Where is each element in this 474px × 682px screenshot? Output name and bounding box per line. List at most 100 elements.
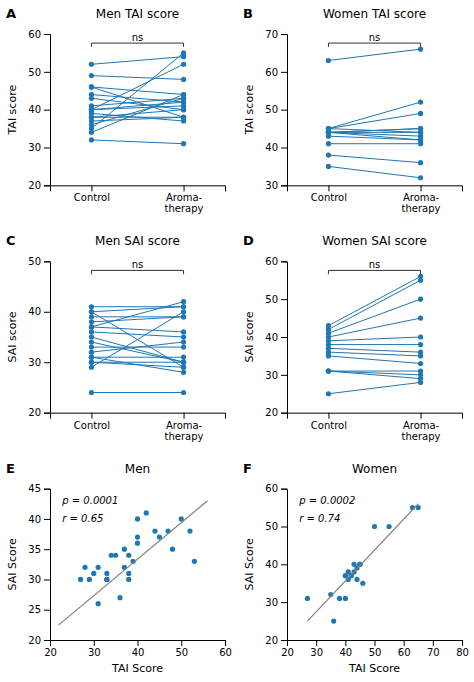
point xyxy=(418,297,423,302)
annotation: ns xyxy=(132,259,144,270)
tick-label: 35 xyxy=(28,544,41,555)
tick-mark xyxy=(44,34,50,35)
tick-mark xyxy=(44,519,50,520)
point xyxy=(87,577,92,582)
tick-label: 50 xyxy=(265,521,278,532)
x-axis: Control Aroma-therapy xyxy=(51,185,226,214)
panel: 20304050ControlAroma-therapySAI scoreMen… xyxy=(6,233,226,441)
pair-line xyxy=(328,132,420,136)
pair-line xyxy=(91,347,183,348)
tick-label: 20 xyxy=(28,180,41,191)
point xyxy=(181,304,186,309)
tick-label: 40 xyxy=(265,142,278,153)
y-axis-title: SAI Score xyxy=(243,538,256,590)
y-tick: 20 xyxy=(265,407,287,418)
tick-mark xyxy=(44,185,50,186)
point xyxy=(89,390,94,395)
y-axis: 3040506070 xyxy=(265,29,287,191)
tick-label: Aroma-therapy xyxy=(165,192,204,214)
point xyxy=(181,92,186,97)
tick-label-line: Aroma- xyxy=(403,192,440,203)
point xyxy=(89,344,94,349)
x-axis: 2030405060 xyxy=(44,640,232,658)
tick-label: 50 xyxy=(265,294,278,305)
tick-label: 80 xyxy=(456,647,469,658)
point xyxy=(354,577,359,582)
point xyxy=(89,355,94,360)
annotation: p = 0.0002 xyxy=(298,495,355,506)
tick-mark xyxy=(433,640,434,646)
y-axis: 2030405060 xyxy=(265,256,287,418)
point xyxy=(181,314,186,319)
tick-label: 30 xyxy=(28,357,41,368)
point xyxy=(326,126,331,131)
tick-mark xyxy=(44,579,50,580)
pair-line xyxy=(328,371,420,379)
y-tick: 40 xyxy=(28,514,50,525)
point xyxy=(91,571,96,576)
tick-label: Control xyxy=(74,420,110,431)
point xyxy=(326,368,331,373)
x-axis-title: TAI Score xyxy=(111,662,163,675)
x-tick: 30 xyxy=(310,640,323,658)
x-tick: 50 xyxy=(369,640,382,658)
pair-line xyxy=(328,49,420,60)
tick-mark xyxy=(44,72,50,73)
point xyxy=(418,130,423,135)
y-tick: 60 xyxy=(265,256,287,267)
tick-label: 40 xyxy=(339,647,352,658)
point xyxy=(89,355,94,360)
tick-label: 20 xyxy=(28,635,41,646)
annotation: p = 0.0001 xyxy=(61,495,118,506)
x-tick: Control xyxy=(311,185,347,203)
tick-label: 70 xyxy=(427,647,440,658)
y-axis: 202530354045 xyxy=(28,483,50,645)
pair-line xyxy=(91,110,183,118)
tick-label: Control xyxy=(311,192,347,203)
x-tick: Control xyxy=(311,413,347,431)
tick-mark xyxy=(184,413,185,419)
figure: 2030405060ControlAroma-therapyTAI scoreM… xyxy=(0,0,474,682)
point xyxy=(326,126,331,131)
x-axis-title: TAI Score xyxy=(348,662,400,675)
tick-mark xyxy=(225,640,226,646)
point xyxy=(326,368,331,373)
x-axis: ControlAroma-therapy xyxy=(288,413,463,442)
pair-line xyxy=(328,155,420,163)
pair-line xyxy=(91,102,183,110)
tick-label: 20 xyxy=(44,647,57,658)
y-tick: 40 xyxy=(265,142,287,153)
point xyxy=(181,344,186,349)
point xyxy=(386,524,391,529)
tick-label: 30 xyxy=(265,180,278,191)
tick-mark xyxy=(44,148,50,149)
point xyxy=(418,350,423,355)
point xyxy=(89,84,94,89)
point xyxy=(89,304,94,309)
y-tick: 30 xyxy=(265,370,287,381)
panel-label: C xyxy=(6,233,16,248)
annotation: r = 0.74 xyxy=(299,513,340,524)
pair-line xyxy=(328,276,420,325)
bracket-line xyxy=(328,43,420,47)
tick-label: Control xyxy=(74,192,110,203)
tick-mark xyxy=(94,640,95,646)
tick-mark xyxy=(281,602,287,603)
point xyxy=(181,329,186,334)
pair-line xyxy=(91,392,183,393)
tick-label: 40 xyxy=(28,306,41,317)
point xyxy=(181,100,186,105)
point xyxy=(181,360,186,365)
title: Men SAI score xyxy=(95,234,180,248)
point xyxy=(104,577,109,582)
pair-line xyxy=(328,352,420,356)
pair-line xyxy=(328,356,420,364)
point xyxy=(89,350,94,355)
point xyxy=(181,115,186,120)
tick-label: 20 xyxy=(265,635,278,646)
y-tick: 40 xyxy=(28,306,50,317)
point xyxy=(89,324,94,329)
pair-line xyxy=(91,95,183,133)
y-axis: 2030405060 xyxy=(265,483,287,645)
y-tick: 30 xyxy=(265,597,287,608)
